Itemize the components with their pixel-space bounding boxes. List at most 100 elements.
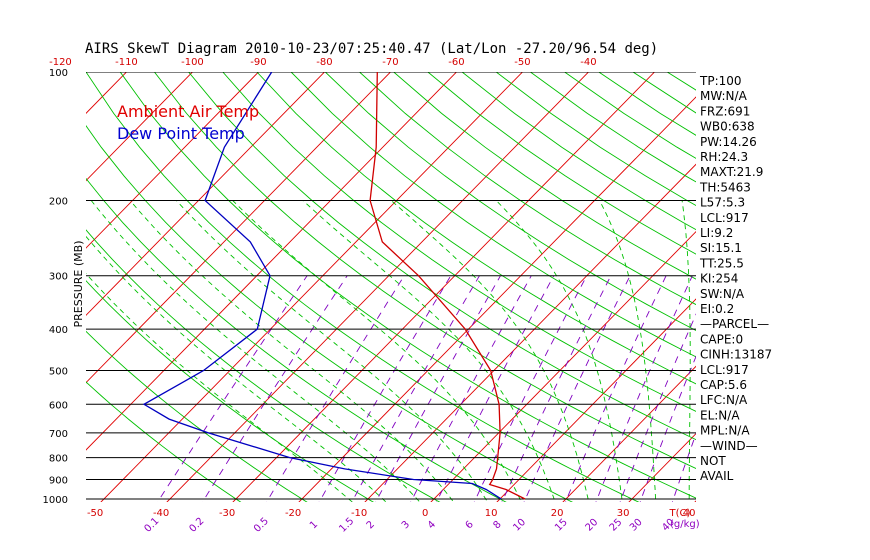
stability-index-item: MPL:N/A — [700, 424, 750, 438]
legend-dew-point-temp: Dew Point Temp — [117, 124, 245, 143]
mixing-ratio-line — [473, 275, 588, 502]
stability-index-item: RH:24.3 — [700, 150, 748, 164]
dry-adiabat-line — [86, 177, 507, 502]
moist-adiabat-line — [495, 200, 623, 502]
mixing-ratio-unit-label: (g/kg) — [670, 519, 700, 530]
isotherm-line — [232, 72, 656, 502]
mixing-ratio-line — [202, 275, 348, 502]
legend-ambient-air-temp: Ambient Air Temp — [117, 102, 259, 121]
pressure-tick-label: 900 — [49, 475, 68, 486]
mixing-ratio-line — [523, 275, 631, 502]
isotherm-line — [755, 63, 870, 509]
dry-adiabat-line — [86, 125, 574, 502]
top-temp-tick-label: -100 — [181, 57, 204, 68]
top-temp-tick-label: -70 — [382, 57, 398, 68]
isotherm-line — [166, 72, 590, 502]
mixing-ratio-line — [619, 313, 696, 502]
stability-index-item: EI:0.2 — [700, 302, 734, 316]
bottom-temp-tick-label: -50 — [87, 508, 103, 519]
moist-adiabat-line — [86, 272, 353, 502]
stability-index-item: TT:25.5 — [699, 256, 744, 270]
moist-adiabat-line — [681, 200, 691, 502]
dry-adiabat-line — [86, 72, 640, 502]
pressure-tick-label: 700 — [49, 429, 68, 440]
stability-index-item: TH:5463 — [699, 180, 751, 194]
bottom-temp-tick-label: -40 — [153, 508, 169, 519]
mixing-ratio-label: 2 — [365, 519, 377, 531]
top-temp-tick-label: -60 — [448, 57, 464, 68]
moist-adiabat-line — [302, 200, 556, 502]
dry-adiabat-line — [427, 72, 696, 255]
mixing-ratio-label: 15 — [553, 517, 570, 534]
isotherm-line — [100, 72, 524, 502]
dry-adiabat-line — [86, 381, 242, 502]
mixing-ratio-line — [410, 275, 532, 502]
dry-adiabat-line — [359, 72, 696, 306]
top-temp-tick-label: -40 — [580, 57, 596, 68]
sounding-series — [142, 72, 526, 500]
dry-adiabat-line — [461, 72, 696, 231]
stability-index-item: SI:15.1 — [700, 241, 742, 255]
pressure-tick-label: 800 — [49, 454, 68, 465]
mixing-ratio-label: 0.2 — [188, 516, 207, 535]
mixing-ratio-line — [436, 275, 555, 502]
moist-adiabat-line — [176, 200, 489, 502]
dry-adiabat-line — [86, 229, 441, 502]
mixing-ratio-label: 8 — [491, 519, 503, 531]
pressure-tick-label: 600 — [49, 400, 68, 411]
stability-index-item: LFC:N/A — [700, 393, 748, 407]
y-axis-label: PRESSURE (MB) — [72, 241, 85, 328]
stability-index-item: FRZ:691 — [700, 104, 750, 118]
dry-adiabat-line — [290, 72, 696, 358]
mixing-ratio-label: 30 — [628, 517, 645, 534]
pressure-tick-label: 200 — [49, 197, 68, 208]
isotherm-line — [86, 72, 194, 182]
mixing-ratio-line — [375, 275, 501, 502]
moist-adiabat-line — [129, 200, 455, 502]
isotherm-line — [86, 72, 260, 249]
chart-title: AIRS SkewT Diagram 2010-10-23/07:25:40.4… — [85, 41, 658, 57]
top-temp-tick-label: -120 — [49, 57, 72, 68]
air-temp-series — [369, 72, 526, 500]
dry-adiabat-line — [154, 72, 696, 470]
bottom-temp-tick-label: 10 — [485, 508, 498, 519]
moist-adiabat-line — [599, 200, 657, 502]
isotherm-line — [0, 63, 4, 509]
stability-index-item: NOT — [700, 454, 726, 468]
mixing-ratio-label: 3 — [400, 519, 412, 531]
isotherm-line — [298, 96, 696, 502]
moist-adiabat-line — [390, 200, 590, 502]
stability-index-item: KI:254 — [700, 272, 738, 286]
isotherm-line — [0, 63, 70, 509]
dew-point-series — [142, 72, 502, 500]
stability-index-item: —WIND— — [700, 439, 758, 453]
dry-adiabat-line — [119, 72, 696, 499]
stability-index-item: WB0:638 — [700, 120, 755, 134]
mixing-ratio-line — [157, 275, 308, 502]
bottom-temp-tick-label: 40 — [683, 508, 696, 519]
mixing-ratio-label: 20 — [584, 517, 601, 534]
mixing-ratio-line — [501, 275, 612, 502]
top-temp-tick-label: -80 — [316, 57, 332, 68]
mixing-ratio-line — [351, 275, 480, 502]
stability-index-item: L57:5.3 — [700, 196, 745, 210]
dry-adiabat-line — [256, 72, 696, 385]
stability-index-item: MW:N/A — [700, 89, 748, 103]
isotherm-line — [430, 230, 696, 502]
stability-index-item: MAXT:21.9 — [700, 165, 763, 179]
isotherm-line — [496, 298, 696, 502]
dry-adiabat-line — [666, 72, 696, 91]
pressure-tick-label: 500 — [49, 366, 68, 377]
top-temp-tick-label: -50 — [514, 57, 530, 68]
top-temp-tick-label: -110 — [115, 57, 138, 68]
stability-index-item: CAPE:0 — [700, 332, 743, 346]
dry-adiabat-line — [86, 280, 374, 502]
temp-unit-label: T(C) — [669, 508, 691, 519]
dry-adiabat-line — [188, 72, 696, 441]
mixing-ratio-label: 1 — [308, 519, 320, 531]
isotherm-line — [86, 72, 458, 451]
dry-adiabat-line — [222, 72, 696, 412]
pressure-tick-label: 400 — [49, 325, 68, 336]
